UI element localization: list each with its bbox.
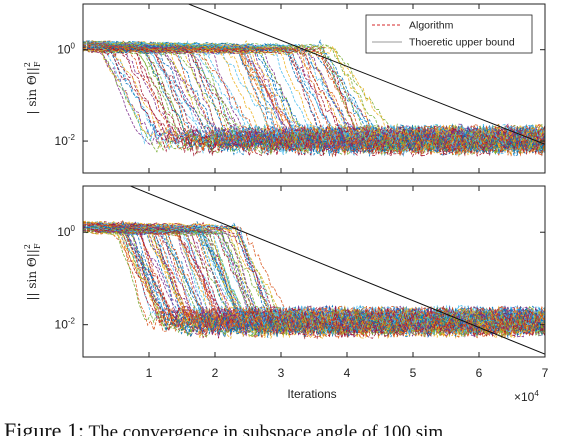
- caption-lead: Figure 1:: [4, 418, 85, 436]
- top-algorithm-run-70: [83, 44, 545, 146]
- bottom-ylabel: || sin Θ||2F: [23, 243, 42, 300]
- bottom-algorithm-run-99: [83, 220, 545, 336]
- top-algorithm-run-59: [83, 49, 545, 151]
- top-ytick-label: 100: [57, 42, 75, 57]
- bottom-algorithm-run-100: [83, 222, 545, 337]
- top-algorithm-run-98: [83, 46, 545, 158]
- top-ticks: 100 10-2: [55, 4, 546, 173]
- bottom-algorithm-run-86: [83, 225, 545, 340]
- legend-box: [365, 14, 533, 54]
- top-ylabel-sup: 2: [23, 62, 32, 67]
- top-algorithm-run-94: [83, 47, 545, 149]
- x-multiplier-base: ×10: [514, 390, 535, 404]
- bottom-algorithm-run-96: [83, 226, 545, 329]
- x-multiplier: ×104: [514, 389, 539, 404]
- top-plot-area: [83, 4, 545, 158]
- bottom-algorithm-run-76: [83, 223, 545, 337]
- bottom-algorithm-run-89: [83, 227, 545, 337]
- top-ytick-label: 10-2: [55, 133, 76, 148]
- bottom-xtick-label: 2: [212, 366, 219, 380]
- top-ylabel-base: | sin Θ||: [25, 67, 39, 114]
- bottom-algorithm-run-91: [83, 222, 545, 329]
- bottom-algorithm-run-95: [83, 225, 545, 334]
- x-multiplier-exp: 4: [534, 389, 539, 398]
- bottom-algorithm-run-88: [83, 227, 545, 335]
- bottom-axes-frame: [82, 185, 546, 358]
- legend: Algorithm Thoeretic upper bound: [365, 14, 533, 54]
- top-algorithm-run-81: [83, 43, 545, 148]
- bottom-xtick-label: 3: [278, 366, 285, 380]
- top-panel: 100 10-2 | sin Θ||2F Algorithm Thoeretic …: [23, 3, 546, 174]
- top-algorithm-run-80: [83, 41, 545, 156]
- bottom-xlabel: Iterations: [287, 387, 336, 401]
- bottom-algorithm-run-98: [83, 226, 545, 338]
- bottom-ticks: 1 2 3 4 5 6 7 100 10-2: [55, 186, 549, 380]
- bottom-ytick-label: 100: [57, 224, 75, 239]
- bottom-ylabel-sup: 2: [23, 244, 32, 249]
- bottom-algorithm-run-93: [83, 219, 545, 329]
- caption-text: The convergence in subspace angle of 100…: [84, 422, 444, 436]
- bottom-plot-area: [83, 186, 545, 355]
- top-algorithm-run-85: [83, 40, 545, 153]
- top-algorithm-run-100: [83, 42, 545, 153]
- legend-algorithm-label: Algorithm: [409, 20, 454, 32]
- bottom-ylabel-base: || sin Θ||: [25, 249, 39, 300]
- top-algorithm-run-97: [83, 43, 545, 146]
- bottom-algorithm-run-80: [83, 222, 545, 330]
- top-ylabel: | sin Θ||2F: [23, 61, 42, 114]
- figure-caption: Figure 1: The convergence in subspace an…: [4, 418, 570, 436]
- top-algorithm-run-99: [83, 45, 545, 155]
- top-ylabel-sub: F: [33, 61, 42, 67]
- top-algorithm-run-83: [83, 41, 545, 146]
- top-algorithm-run-26: [83, 40, 545, 146]
- bottom-xtick-label: 6: [476, 366, 483, 380]
- bottom-algorithm-run-97: [83, 226, 545, 328]
- top-algorithm-run-86: [83, 45, 545, 156]
- bottom-algorithm-run-14: [83, 226, 545, 340]
- top-theoretic-bound-line: [187, 4, 545, 145]
- bottom-xtick-label: 4: [344, 366, 351, 380]
- bottom-ylabel-sub: F: [33, 243, 42, 249]
- bottom-xtick-label: 5: [410, 366, 417, 380]
- legend-bound-label: Thoeretic upper bound: [409, 37, 515, 49]
- bottom-xtick-label: 1: [146, 366, 153, 380]
- bottom-ytick-label: 10-2: [55, 317, 76, 332]
- bottom-theoretic-bound-line: [128, 186, 545, 355]
- top-algorithm-run-95: [83, 41, 545, 153]
- top-axes-frame: [82, 3, 546, 174]
- top-algorithm-run-68: [83, 47, 545, 154]
- bottom-xtick-label: 7: [542, 366, 549, 380]
